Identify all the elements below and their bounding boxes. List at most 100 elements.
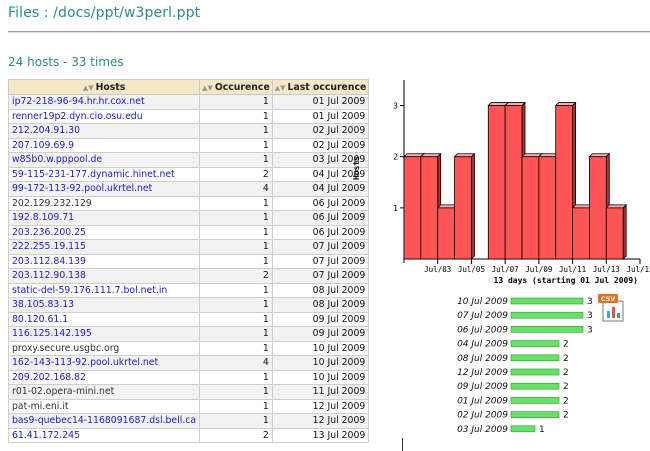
csv-export-icon[interactable]: CSV bbox=[597, 293, 627, 323]
x-tick-label: Jul/07 bbox=[492, 265, 519, 274]
host-link[interactable]: w85b0.w.pppool.de bbox=[7, 152, 201, 168]
top-day-bar bbox=[510, 354, 560, 362]
host-link[interactable]: 38.105.83.13 bbox=[7, 297, 201, 313]
host-link[interactable]: 61.41.172.245 bbox=[7, 427, 201, 443]
last-occurence-date: 02 Jul 2009 bbox=[271, 123, 370, 139]
last-occurence-date: 01 Jul 2009 bbox=[271, 94, 370, 110]
table-row: bas9-quebec14-1168091687.dsl.bell.ca 1 12 … bbox=[7, 413, 370, 429]
occurence-count: 1 bbox=[199, 137, 273, 153]
top-days-svg: 10 Jul 2009 3 07 Jul 2009 3 06 Jul 2009 3 04 J… bbox=[457, 297, 593, 435]
top-day-label: 02 Jul 2009 bbox=[457, 411, 508, 421]
x-tick-label: Jul/05 bbox=[458, 265, 485, 274]
host-link[interactable]: 222.255.19.115 bbox=[7, 239, 201, 255]
top-days-chart: 10 Jul 2009 3 07 Jul 2009 3 06 Jul 2009 3 04 J… bbox=[455, 292, 650, 442]
host-link[interactable]: bas9-quebec14-1168091687.dsl.bell.ca bbox=[7, 413, 201, 429]
table-row: 59-115-231-177.dynamic.hinet.net 2 04 Jul … bbox=[7, 166, 370, 182]
host-link[interactable]: 209.202.168.82 bbox=[7, 369, 201, 385]
host-link[interactable]: 192.8.109.71 bbox=[7, 210, 201, 226]
host-link[interactable]: 212.204.91.30 bbox=[7, 123, 201, 139]
last-occurence-date: 02 Jul 2009 bbox=[271, 137, 370, 153]
host-name: proxy.secure.usgbc.org bbox=[7, 340, 201, 356]
top-day-bar bbox=[510, 397, 560, 404]
y-tick-label: 3 bbox=[393, 102, 398, 111]
top-day-value: 3 bbox=[587, 325, 593, 335]
table-row: pat-mi.eni.it 1 12 Jul 2009 bbox=[7, 398, 370, 414]
top-day-value: 2 bbox=[563, 340, 569, 350]
top-day-label: 07 Jul 2009 bbox=[457, 311, 508, 321]
bar bbox=[538, 156, 557, 260]
last-occurence-date: 13 Jul 2009 bbox=[271, 427, 370, 443]
bar bbox=[605, 207, 624, 260]
top-day-label: 01 Jul 2009 bbox=[457, 396, 508, 406]
column-header-last-occurence[interactable]: ▲▼ Last occurence bbox=[271, 79, 370, 95]
bar-side bbox=[622, 203, 627, 260]
top-day-label: 12 Jul 2009 bbox=[457, 368, 508, 378]
csv-icon-graphic: CSV bbox=[598, 294, 624, 322]
top-day-bar bbox=[510, 326, 584, 333]
last-occurence-date: 10 Jul 2009 bbox=[271, 369, 370, 385]
host-link[interactable]: 162-143-113-92.pool.ukrtel.net bbox=[7, 355, 201, 371]
occurence-count: 1 bbox=[199, 108, 273, 124]
table-row: 209.202.168.82 1 10 Jul 2009 bbox=[7, 369, 370, 385]
x-tick-label: Jul/15 bbox=[626, 265, 650, 274]
top-day-value: 2 bbox=[563, 411, 569, 421]
host-link[interactable]: 207.109.69.9 bbox=[7, 137, 201, 153]
bar bbox=[521, 156, 540, 260]
host-link[interactable]: renner19p2.dyn.cio.osu.edu bbox=[7, 108, 201, 124]
occurence-count: 1 bbox=[199, 340, 273, 356]
x-tick-label: Jul/09 bbox=[525, 265, 552, 274]
host-name: pat-mi.eni.it bbox=[7, 398, 201, 414]
last-occurence-date: 09 Jul 2009 bbox=[271, 326, 370, 342]
table-row: 99-172-113-92.pool.ukrtel.net 4 04 Jul 200… bbox=[7, 181, 370, 197]
hosts-per-day-svg: 1 2 3 Hosts Jul/03 Jul/05 Jul/07 Jul/09 Jul/11 Ju… bbox=[352, 80, 650, 285]
sort-icon[interactable]: ▲▼ bbox=[82, 83, 94, 92]
host-link[interactable]: 80.120.61.1 bbox=[7, 311, 201, 327]
table-row: 212.204.91.30 1 02 Jul 2009 bbox=[7, 123, 370, 139]
table-row: 80.120.61.1 1 09 Jul 2009 bbox=[7, 311, 370, 327]
bar bbox=[437, 207, 455, 260]
top-day-label: 04 Jul 2009 bbox=[457, 340, 508, 350]
top-day-value: 2 bbox=[563, 396, 569, 406]
host-link[interactable]: 203.236.200.25 bbox=[7, 224, 201, 240]
last-occurence-date: 06 Jul 2009 bbox=[271, 195, 370, 211]
host-link[interactable]: static-del-59.176.111.7.bol.net.in bbox=[7, 282, 201, 298]
host-link[interactable]: 116.125.142.195 bbox=[7, 326, 201, 342]
last-occurence-date: 12 Jul 2009 bbox=[271, 413, 370, 429]
column-header-hosts-label: Hosts bbox=[95, 81, 126, 93]
last-occurence-date: 07 Jul 2009 bbox=[271, 239, 370, 255]
host-link[interactable]: 203.112.90.138 bbox=[7, 268, 201, 284]
top-day-label: 08 Jul 2009 bbox=[457, 354, 508, 364]
y-axis-label: Hosts bbox=[352, 156, 361, 180]
bar bbox=[454, 156, 472, 260]
occurence-count: 2 bbox=[199, 166, 273, 182]
table-row: renner19p2.dyn.cio.osu.edu 1 01 Jul 2009 bbox=[7, 108, 370, 124]
x-axis-label: 13 days (starting 01 Jul 2009) bbox=[494, 275, 639, 285]
column-header-occurence[interactable]: ▲▼ Occurence bbox=[199, 79, 273, 95]
top-day-value: 2 bbox=[563, 368, 569, 378]
top-day-value: 1 bbox=[539, 425, 545, 435]
top-day-label: 09 Jul 2009 bbox=[457, 382, 508, 392]
sort-icon[interactable]: ▲▼ bbox=[202, 83, 213, 92]
last-occurence-date: 10 Jul 2009 bbox=[271, 340, 370, 356]
page-title: Files : /docs/ppt/w3perl.ppt bbox=[8, 5, 201, 21]
host-link[interactable]: 99-172-113-92.pool.ukrtel.net bbox=[7, 181, 201, 197]
last-occurence-date: 08 Jul 2009 bbox=[271, 282, 370, 298]
occurence-count: 2 bbox=[199, 268, 273, 284]
occurence-count: 2 bbox=[199, 427, 273, 443]
occurence-count: 1 bbox=[199, 311, 273, 327]
occurence-count: 4 bbox=[199, 181, 273, 197]
column-header-hosts[interactable]: ▲▼ Hosts bbox=[7, 79, 201, 95]
column-header-occurence-label: Occurence bbox=[214, 81, 270, 93]
host-link[interactable]: 203.112.84.139 bbox=[7, 253, 201, 269]
last-occurence-date: 10 Jul 2009 bbox=[271, 355, 370, 371]
sort-icon[interactable]: ▲▼ bbox=[274, 83, 286, 92]
table-row: 202.129.232.129 1 06 Jul 2009 bbox=[7, 195, 370, 211]
host-link[interactable]: ip72-218-96-94.hr.hr.cox.net bbox=[7, 94, 201, 110]
top-day-value: 3 bbox=[587, 311, 593, 321]
bar bbox=[403, 156, 422, 260]
occurence-count: 1 bbox=[199, 398, 273, 414]
host-link[interactable]: 59-115-231-177.dynamic.hinet.net bbox=[7, 166, 201, 182]
table-row: 38.105.83.13 1 08 Jul 2009 bbox=[7, 297, 370, 313]
bar bbox=[487, 105, 506, 260]
occurence-count: 1 bbox=[199, 123, 273, 139]
